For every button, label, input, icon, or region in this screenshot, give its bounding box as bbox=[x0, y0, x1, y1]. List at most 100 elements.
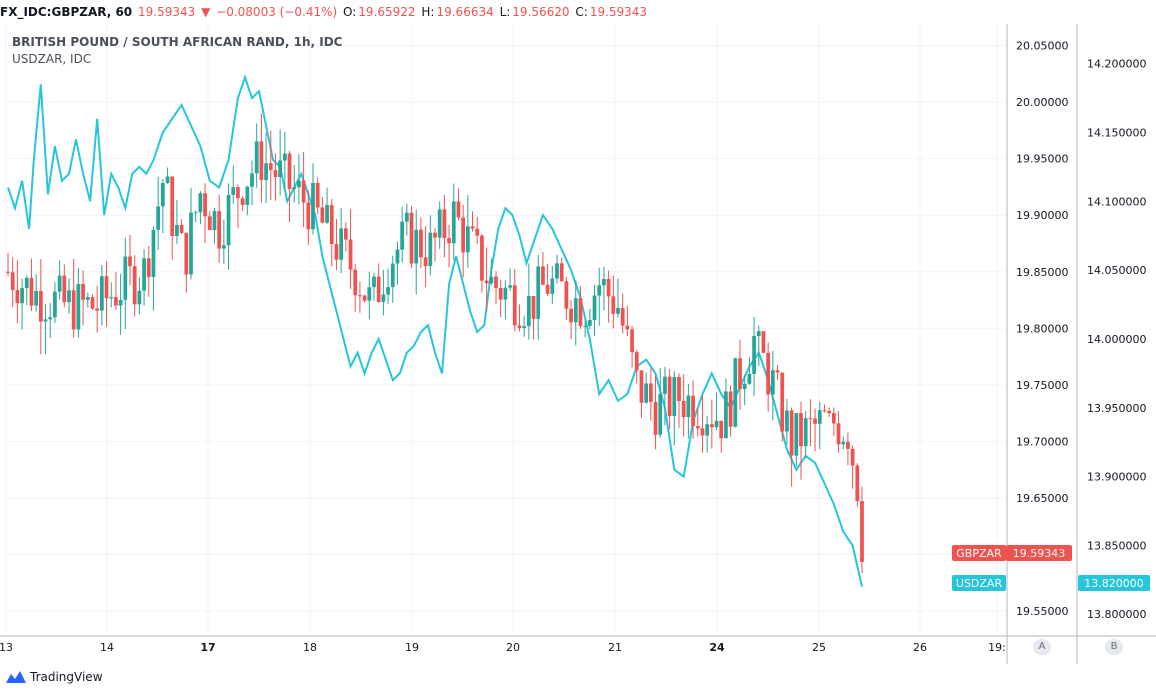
candle-body bbox=[766, 352, 771, 395]
candle-body bbox=[85, 297, 90, 300]
candle-body bbox=[442, 209, 447, 239]
candle-body bbox=[142, 258, 146, 291]
candle-body bbox=[606, 278, 611, 297]
candle-body bbox=[433, 232, 437, 238]
candle-body bbox=[799, 413, 803, 447]
right-axis-tick-label: 13.850000 bbox=[1087, 539, 1147, 552]
candle-body bbox=[34, 290, 39, 306]
usdzar-tag-label: USDZAR bbox=[956, 577, 1003, 590]
legend-main-series[interactable]: BRITISH POUND / SOUTH AFRICAN RAND, 1h, … bbox=[12, 35, 343, 49]
right-axis-tick-label: 13.800000 bbox=[1087, 608, 1147, 621]
candle-body bbox=[517, 325, 522, 329]
high-value: 19.66634 bbox=[436, 5, 494, 19]
candle-body bbox=[667, 376, 672, 417]
candle-body bbox=[193, 212, 198, 214]
candle-body bbox=[841, 441, 846, 445]
candle-body bbox=[846, 441, 850, 449]
candle-body bbox=[719, 420, 724, 439]
gbpzar-tag-label: GBPZAR bbox=[956, 547, 1002, 560]
candle-body bbox=[297, 180, 301, 188]
candle-body bbox=[57, 275, 62, 292]
gbpzar-tag-label-bg bbox=[952, 545, 1006, 561]
candle-body bbox=[794, 413, 799, 456]
candle-body bbox=[822, 410, 827, 412]
candle-body bbox=[761, 331, 766, 353]
left-axis-tick-label: 19.90000 bbox=[1016, 209, 1069, 222]
candle-body bbox=[43, 319, 48, 322]
candle-body bbox=[836, 423, 841, 445]
candle-body bbox=[526, 296, 531, 327]
price-chart[interactable]: 20.05000 20.00000 19.95000 19.90000 19.85000… bbox=[0, 24, 1156, 664]
candle-body bbox=[714, 420, 719, 428]
candle-body bbox=[6, 271, 10, 273]
candle-body bbox=[728, 391, 733, 427]
candle-body bbox=[292, 187, 297, 190]
candle-body bbox=[114, 297, 118, 306]
candle-body bbox=[273, 170, 278, 178]
candle-body bbox=[329, 205, 334, 245]
candle-body bbox=[653, 401, 658, 435]
candle-body bbox=[20, 288, 24, 304]
left-axis-tick-label: 19.65000 bbox=[1016, 492, 1069, 505]
candle-body bbox=[428, 232, 433, 267]
candle-body bbox=[583, 325, 588, 327]
usdzar-line bbox=[7, 74, 863, 587]
candle-body bbox=[409, 212, 414, 264]
candle-body bbox=[695, 426, 700, 429]
left-axis-tick-label: 19.80000 bbox=[1016, 322, 1069, 335]
candle-body bbox=[465, 226, 470, 253]
candle-body bbox=[198, 193, 203, 213]
candle-body bbox=[578, 298, 583, 327]
candle-body bbox=[639, 370, 644, 403]
candle-body bbox=[592, 295, 597, 321]
candle-body bbox=[634, 352, 639, 371]
candle-body bbox=[451, 201, 456, 244]
axes[interactable]: 20.05000 20.00000 19.95000 19.90000 19.85000… bbox=[0, 24, 1156, 664]
candle-body bbox=[287, 153, 292, 190]
candle-body bbox=[254, 141, 259, 174]
candle-body bbox=[311, 182, 315, 230]
candle-body bbox=[705, 424, 710, 436]
candle-body bbox=[15, 290, 20, 304]
chart-legend: BRITISH POUND / SOUTH AFRICAN RAND, 1h, … bbox=[12, 34, 342, 68]
candle-body bbox=[376, 276, 381, 302]
candle-body bbox=[179, 224, 184, 233]
usdzar-tag-value: 13.820000 bbox=[1084, 577, 1144, 590]
candle-body bbox=[189, 212, 193, 275]
left-axis-tick-label: 19.70000 bbox=[1016, 435, 1069, 448]
left-axis-auto-button[interactable]: A bbox=[1033, 639, 1051, 655]
usdzar-series bbox=[7, 74, 863, 587]
candle-body bbox=[545, 284, 550, 294]
close-label: C: bbox=[575, 5, 588, 19]
candle-body bbox=[672, 376, 677, 417]
candle-body bbox=[67, 290, 71, 303]
candle-body bbox=[282, 153, 287, 161]
candle-body bbox=[700, 428, 705, 436]
left-axis-tick-label: 19.55000 bbox=[1016, 605, 1069, 618]
candle-body bbox=[611, 296, 616, 314]
candle-body bbox=[339, 228, 344, 260]
right-axis-auto-button[interactable]: B bbox=[1105, 639, 1123, 655]
candle-body bbox=[850, 448, 855, 466]
candle-body bbox=[738, 358, 742, 389]
low-label: L: bbox=[499, 5, 511, 19]
candle-body bbox=[831, 413, 836, 424]
legend-compare-series[interactable]: USDZAR, IDC bbox=[12, 52, 92, 66]
x-axis-tick-label: 18 bbox=[303, 641, 317, 654]
candle-body bbox=[81, 283, 85, 300]
price-tags: GBPZAR 19.59343 USDZAR 13.820000 bbox=[952, 545, 1150, 591]
candle-body bbox=[602, 278, 606, 286]
footer-brand[interactable]: TradingView bbox=[6, 670, 103, 684]
high-label: H: bbox=[421, 5, 435, 19]
candle-body bbox=[569, 308, 573, 323]
symbol-name[interactable]: FX_IDC:GBPZAR, 60 bbox=[0, 5, 133, 19]
candle-body bbox=[456, 201, 461, 218]
open-value: 19.65922 bbox=[358, 5, 416, 19]
candle-body bbox=[390, 263, 395, 288]
candle-body bbox=[630, 329, 634, 353]
candle-body bbox=[419, 229, 423, 258]
candle-body bbox=[38, 290, 43, 322]
candle-body bbox=[367, 287, 372, 301]
candle-body bbox=[447, 238, 451, 244]
candle-body bbox=[343, 228, 348, 240]
